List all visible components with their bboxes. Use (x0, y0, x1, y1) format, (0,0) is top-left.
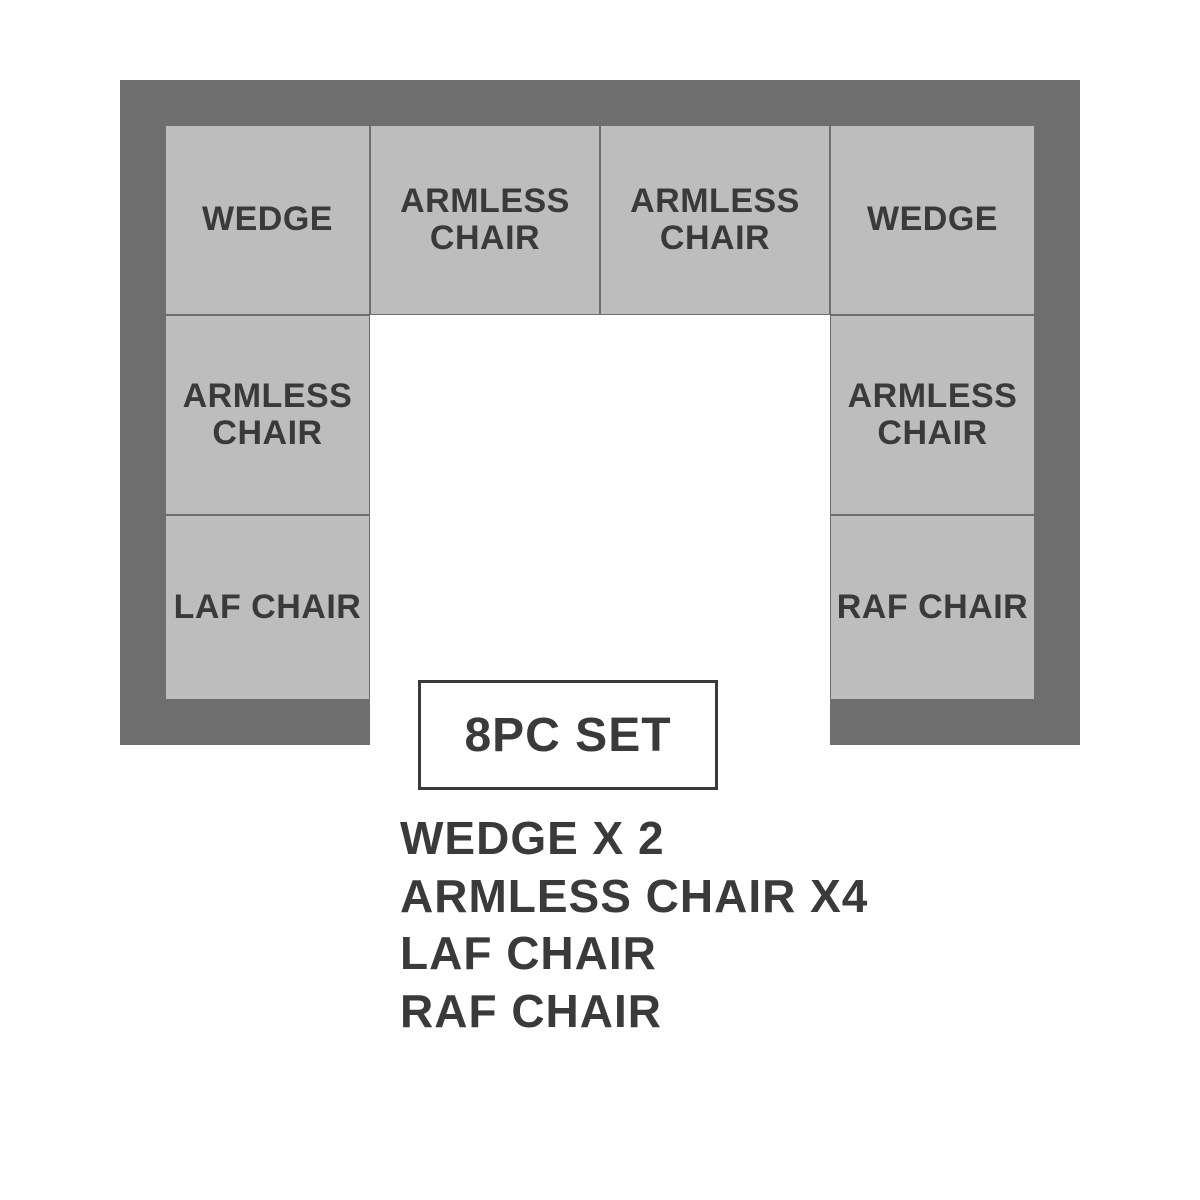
frame-top (120, 80, 1080, 125)
piece-laf-chair: LAF CHAIR (165, 515, 370, 700)
piece-label: RAF CHAIR (837, 589, 1028, 626)
piece-armless-top-1: ARMLESS CHAIR (370, 125, 600, 315)
frame-bot-l (120, 700, 370, 745)
legend-line: LAF CHAIR (400, 925, 868, 983)
piece-label: LAF CHAIR (174, 589, 362, 626)
piece-label: ARMLESS CHAIR (183, 378, 353, 453)
piece-raf-chair: RAF CHAIR (830, 515, 1035, 700)
frame-right (1035, 80, 1080, 745)
piece-label: ARMLESS CHAIR (400, 183, 570, 258)
legend-line: RAF CHAIR (400, 983, 868, 1041)
frame-left (120, 80, 165, 745)
set-title: 8PC SET (464, 708, 671, 763)
piece-label: WEDGE (202, 201, 333, 238)
piece-armless-top-2: ARMLESS CHAIR (600, 125, 830, 315)
frame-bot-r (830, 700, 1080, 745)
piece-armless-left: ARMLESS CHAIR (165, 315, 370, 515)
piece-armless-right: ARMLESS CHAIR (830, 315, 1035, 515)
diagram-stage: WEDGE ARMLESS CHAIR ARMLESS CHAIR WEDGE … (0, 0, 1200, 1200)
legend-line: WEDGE X 2 (400, 810, 868, 868)
set-contents-list: WEDGE X 2 ARMLESS CHAIR X4 LAF CHAIR RAF… (400, 810, 868, 1040)
piece-label: ARMLESS CHAIR (848, 378, 1018, 453)
piece-label: WEDGE (867, 201, 998, 238)
piece-wedge-top-left: WEDGE (165, 125, 370, 315)
legend-line: ARMLESS CHAIR X4 (400, 868, 868, 926)
set-title-box: 8PC SET (418, 680, 718, 790)
piece-label: ARMLESS CHAIR (630, 183, 800, 258)
piece-wedge-top-right: WEDGE (830, 125, 1035, 315)
